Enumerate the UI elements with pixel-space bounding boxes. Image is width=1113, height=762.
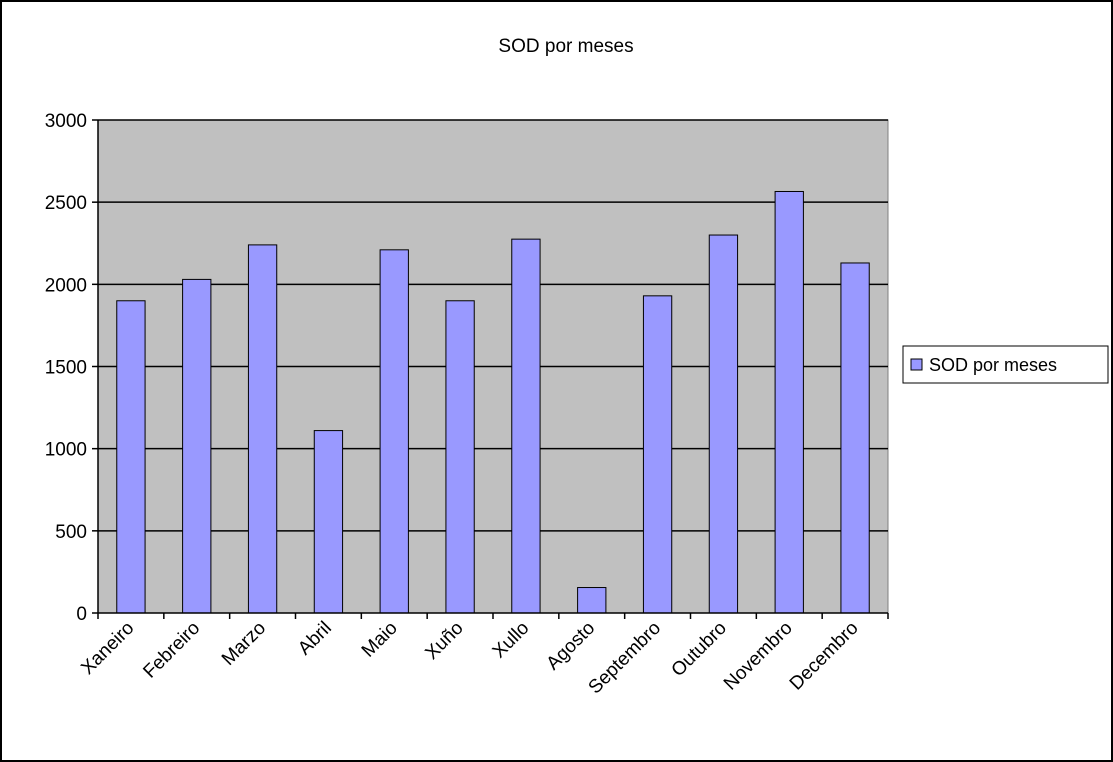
y-tick-label: 500: [55, 522, 87, 543]
bar-febreiro: [182, 278, 212, 614]
bar-xuño: [445, 300, 475, 614]
bar-septembro: [642, 295, 673, 614]
bar-xaneiro: [116, 300, 146, 614]
bars: [116, 190, 870, 614]
legend-box: [902, 345, 1109, 384]
gridlines: [98, 119, 888, 532]
bar-maio: [379, 249, 409, 614]
bar-outubro: [708, 234, 739, 614]
bar-decembro: [840, 262, 870, 614]
y-tick-label: 3000: [45, 111, 87, 132]
y-tick-label: 2500: [45, 193, 87, 214]
bar-marzo: [247, 244, 278, 614]
legend: SOD por meses: [902, 345, 1109, 384]
legend-swatch: [910, 358, 923, 371]
chart-title: SOD por meses: [498, 36, 633, 57]
y-axis: 0 500 1000 1500 2000 2500 3000: [45, 111, 99, 625]
bar-xullo: [511, 238, 541, 614]
bar-agosto: [577, 587, 607, 614]
legend-label: SOD por meses: [929, 355, 1057, 375]
y-tick-label: 2000: [45, 275, 87, 296]
y-tick-label: 1000: [45, 440, 87, 461]
y-tick-label: 0: [76, 604, 87, 625]
y-tick-label: 1500: [45, 358, 87, 379]
bar-abril: [313, 430, 344, 614]
bar-novembro: [774, 190, 804, 614]
